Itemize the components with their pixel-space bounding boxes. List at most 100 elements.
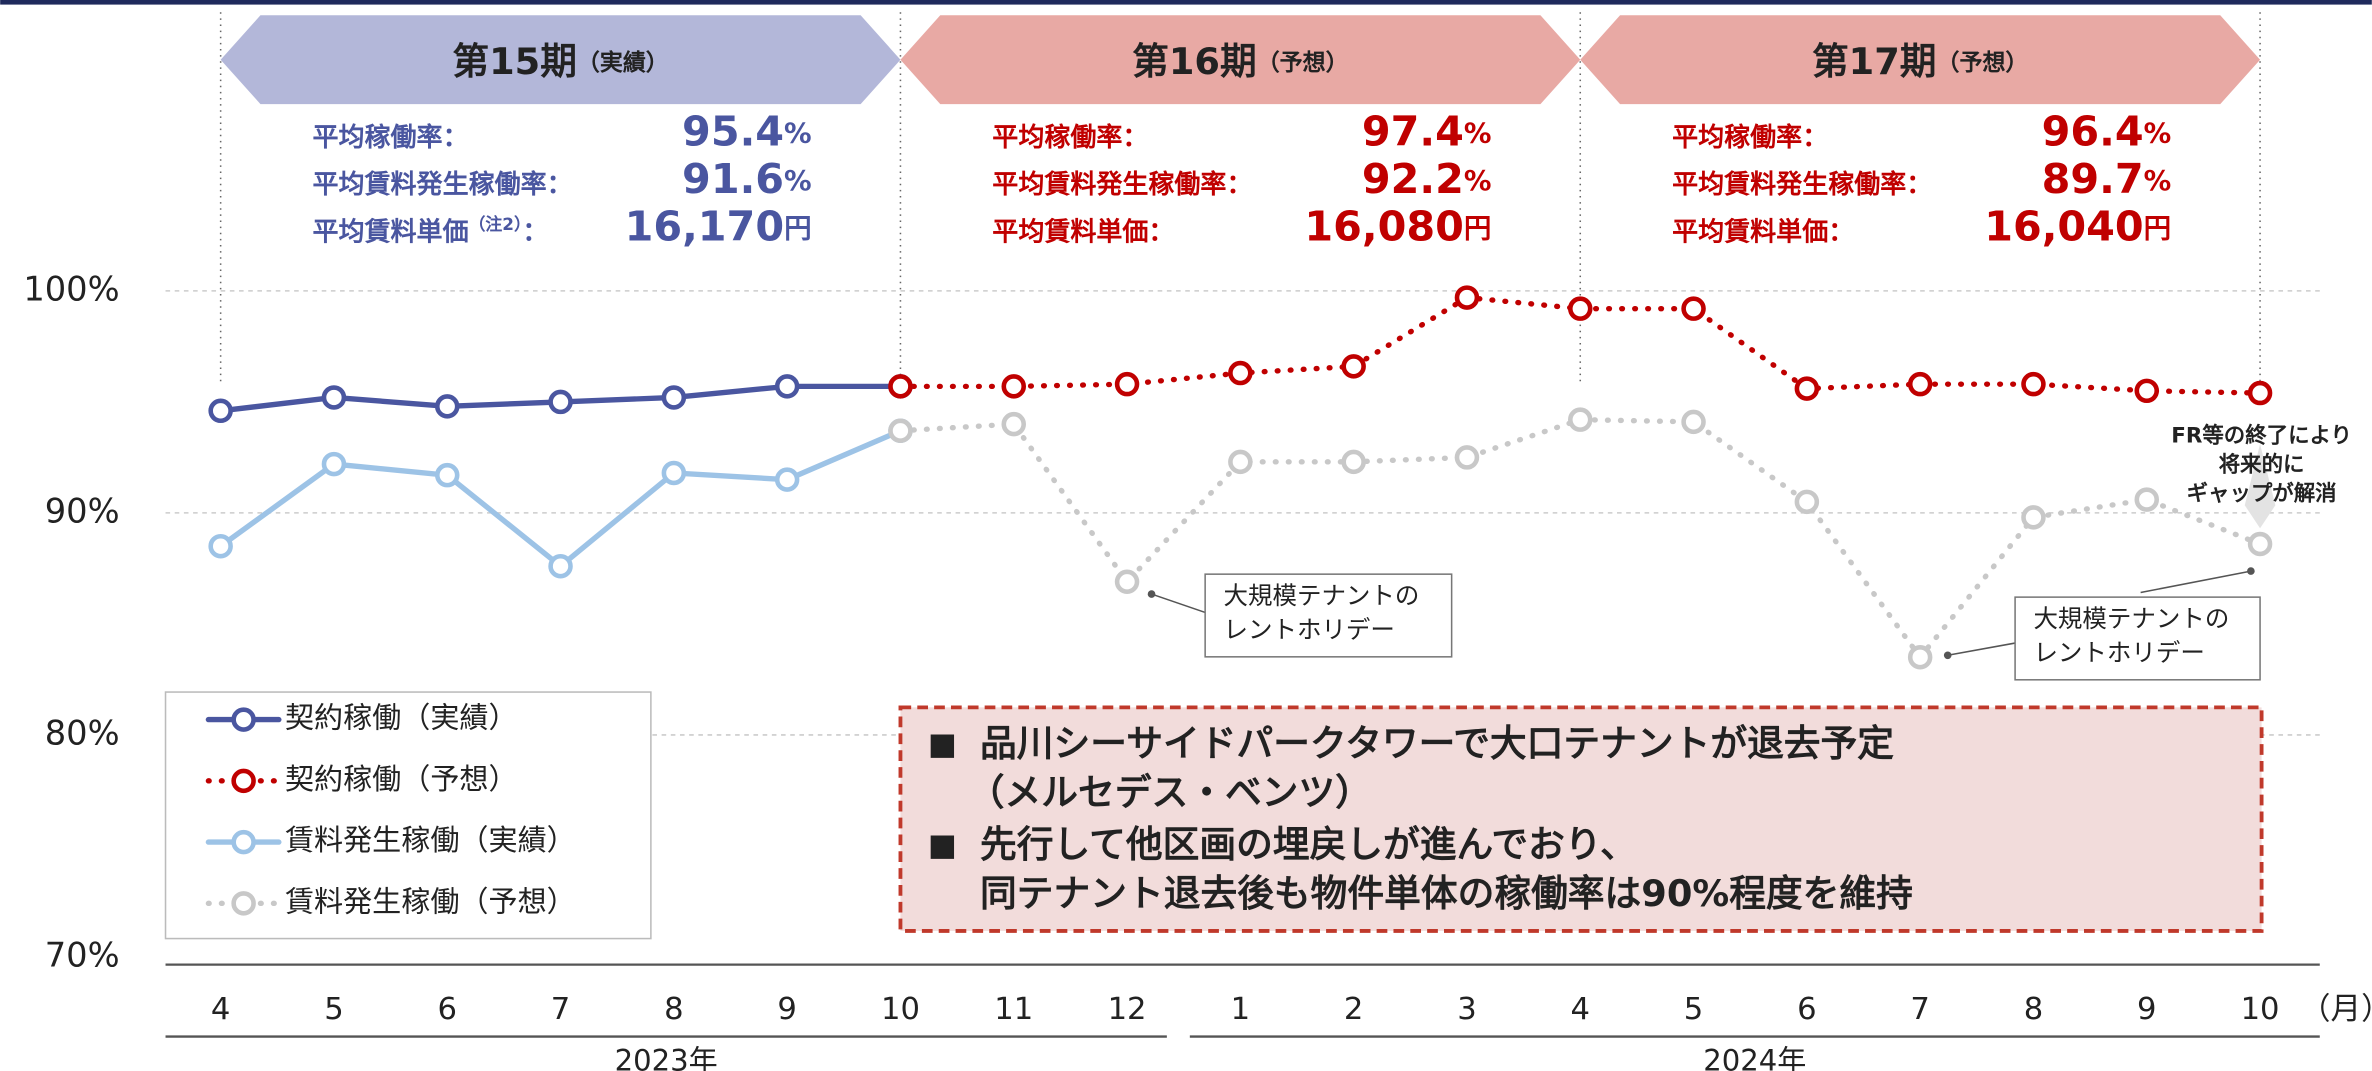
x-tick-label: 10 <box>881 992 920 1027</box>
series-marker <box>2021 505 2046 530</box>
series-marker <box>1568 296 1593 321</box>
period-arrow <box>900 15 1581 105</box>
annotation-box <box>2014 596 2261 681</box>
series-marker <box>1228 449 1253 475</box>
series-marker <box>548 389 573 415</box>
y-tick-label: 90% <box>45 491 120 530</box>
series-marker <box>1001 374 1027 399</box>
series-marker <box>1114 569 1140 594</box>
row-unit: % <box>784 118 812 150</box>
period-name: 第16期 <box>1132 39 1257 82</box>
period-row-value: 91.6% <box>682 155 812 203</box>
annotation-dot <box>1943 651 1952 660</box>
period-row-label: 平均賃料発生稼働率： <box>1672 169 1932 200</box>
period-row-label: 平均稼働率： <box>313 121 469 152</box>
period-row-value: 96.4% <box>2042 108 2172 156</box>
row-value: 97.4 <box>1362 108 1464 156</box>
series-marker <box>548 553 573 579</box>
legend-marker <box>231 768 256 794</box>
series-marker <box>1907 371 1933 397</box>
series-marker <box>208 398 233 424</box>
period-sub: （予想） <box>1257 48 1349 75</box>
period-row-label: 平均稼働率： <box>992 121 1148 152</box>
period-row-value: 16,080円 <box>1304 203 1491 251</box>
x-tick-label: 7 <box>1910 992 1929 1027</box>
series-marker <box>1568 407 1593 432</box>
period-row-value: 97.4% <box>1362 108 1492 156</box>
series-marker <box>434 462 460 488</box>
row-value: 91.6 <box>682 155 784 203</box>
annotation-leader <box>1947 642 2016 657</box>
x-tick-label: 1 <box>1231 992 1250 1027</box>
x-tick-label: 11 <box>994 992 1033 1027</box>
period-sub: （予想） <box>1937 48 2029 75</box>
annotation-leader <box>1151 593 1206 614</box>
top-rule <box>0 0 2372 5</box>
series-marker <box>321 451 347 477</box>
series-marker <box>774 374 800 399</box>
x-tick-label: 8 <box>2024 992 2043 1027</box>
series-marker <box>888 374 913 399</box>
row-label: 平均稼働率： <box>313 121 469 152</box>
period-row-label: 平均稼働率： <box>1672 121 1828 152</box>
series-marker <box>1454 445 1480 470</box>
legend-label: 契約稼働（実績） <box>285 701 518 735</box>
series-marker <box>1794 489 1820 515</box>
callout-box <box>898 705 2264 933</box>
series-marker <box>888 418 913 444</box>
x-tick-label: 5 <box>324 992 343 1027</box>
callout-text: 先行して他区画の埋戻しが進んでおり、 <box>980 823 1637 866</box>
period-row-label: 平均賃料単価（注2）： <box>313 214 549 247</box>
series-marker <box>1454 285 1480 310</box>
x-tick-label: 4 <box>1571 992 1590 1027</box>
row-label: 平均賃料発生稼働率： <box>992 169 1252 200</box>
annotation-text: ギャップが解消 <box>2187 481 2337 507</box>
legend-label: 契約稼働（予想） <box>285 762 518 796</box>
series-marker <box>1114 371 1140 397</box>
x-tick-label: 4 <box>211 992 230 1027</box>
annotation-text: 将来的に <box>2219 451 2305 477</box>
period-sub: （実績） <box>577 48 669 75</box>
period-row-value: 16,170円 <box>625 203 812 251</box>
period-row-value: 92.2% <box>1362 155 1492 203</box>
period-row-value: 16,040円 <box>1984 203 2171 251</box>
row-label: 平均賃料単価： <box>992 217 1174 247</box>
x-tick-label: 8 <box>664 992 683 1027</box>
callout-bullet: ■ <box>928 727 957 762</box>
callout-text: 同テナント退去後も物件単体の稼働率は90%程度を維持 <box>980 872 1913 915</box>
x-tick-label: 9 <box>777 992 796 1027</box>
annotation-dot <box>2247 567 2255 575</box>
gap-marker <box>2244 444 2276 529</box>
x-tick-label: 6 <box>438 992 457 1027</box>
y-tick-label: 80% <box>45 713 120 752</box>
callout-text: 品川シーサイドパークタワーで大口テナントが退去予定 <box>980 722 1894 765</box>
year-label: 2024年 <box>1703 1044 1806 1071</box>
row-colon: ： <box>522 217 548 247</box>
period-row-label: 平均賃料単価： <box>1672 217 1854 247</box>
row-note: （注2） <box>469 214 523 234</box>
legend-marker <box>231 707 256 732</box>
annotation-text: レントホリデー <box>2033 638 2204 667</box>
legend-label: 賃料発生稼働（実績） <box>285 823 576 857</box>
period-row-label: 平均賃料発生稼働率： <box>313 169 573 200</box>
row-label: 平均賃料単価： <box>1672 217 1854 247</box>
callout-text: （メルセデス・ベンツ） <box>968 771 1372 814</box>
period-title: 第17期（予想） <box>1812 39 2028 82</box>
row-unit: 円 <box>2144 213 2172 245</box>
series-marker <box>1341 449 1366 475</box>
callout-bullet: ■ <box>928 828 957 863</box>
period-row-label: 平均賃料単価： <box>992 217 1174 247</box>
annotation-dot <box>1147 590 1156 598</box>
y-tick-label: 100% <box>23 269 119 308</box>
series-marker <box>1681 409 1706 435</box>
y-tick-label: 70% <box>45 935 120 974</box>
x-tick-label: 3 <box>1457 992 1476 1027</box>
row-unit: % <box>2144 118 2172 150</box>
series-marker <box>1681 296 1706 321</box>
row-value: 92.2 <box>1362 155 1464 203</box>
row-unit: % <box>784 165 812 197</box>
row-value: 95.4 <box>682 108 784 156</box>
series-marker <box>1794 376 1820 401</box>
legend-marker <box>231 891 256 916</box>
series-marker <box>2134 487 2160 512</box>
